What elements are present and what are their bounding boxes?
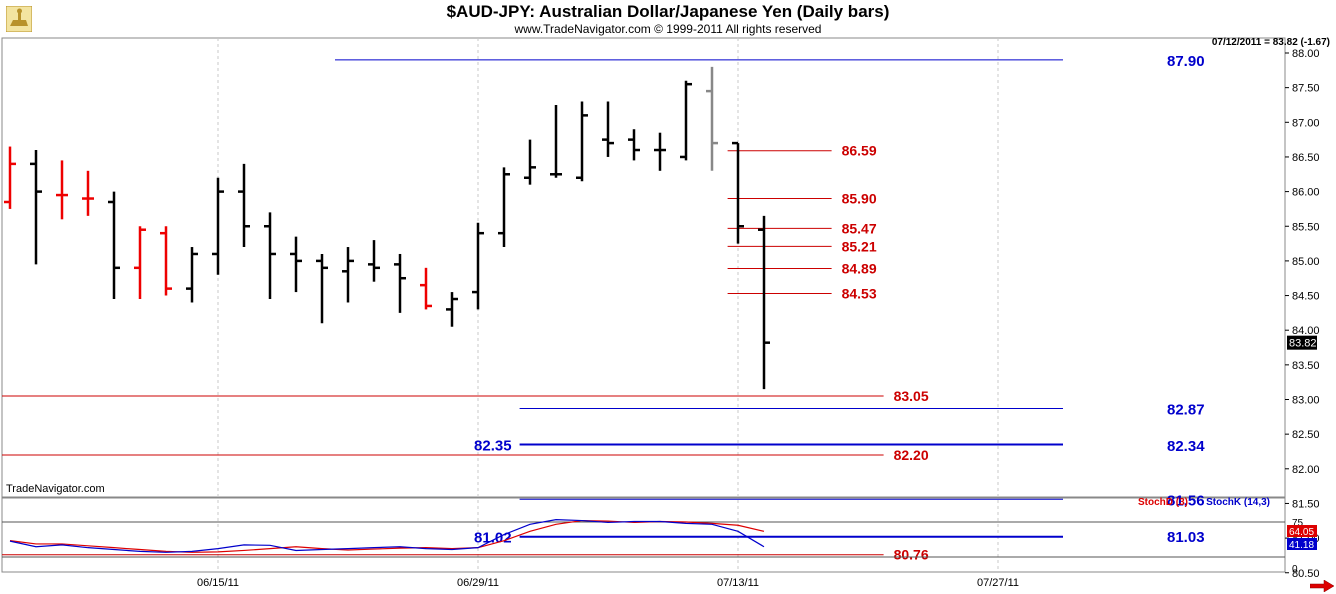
y-tick-label: 88.00 [1292, 48, 1320, 60]
stochastic-panel-frame [1, 497, 1286, 573]
y-tick-label: 81.50 [1292, 498, 1320, 510]
ohlc-bar [108, 191, 120, 300]
y-tick-label: 87.00 [1292, 117, 1320, 129]
copyright-text: www.TradeNavigator.com © 1999-2011 All r… [514, 22, 822, 36]
level-label-85-47: 85.47 [842, 220, 877, 236]
level-label-86-59: 86.59 [842, 143, 877, 159]
ohlc-bar [550, 104, 562, 178]
y-tick-label: 83.50 [1292, 360, 1320, 372]
level-label-80-76: 80.76 [894, 547, 929, 563]
ohlc-bar [706, 66, 718, 171]
stoch-series-line-k [9, 519, 765, 553]
stoch-series-line-d [9, 519, 765, 553]
scroll-right-arrow-icon[interactable] [1310, 580, 1334, 592]
y-tick-label: 87.50 [1292, 83, 1320, 95]
level-label-85-21: 85.21 [842, 238, 877, 254]
level-label-84-53: 84.53 [842, 285, 877, 301]
level-label-82-34: 82.34 [1167, 438, 1205, 455]
stoch-k-value-box [1287, 538, 1317, 550]
ohlc-bar [732, 141, 744, 244]
ohlc-bar [134, 226, 146, 300]
x-tick-label: 06/29/11 [457, 577, 499, 589]
y-tick-label: 86.50 [1292, 152, 1320, 164]
level-label-82-35: 82.35 [474, 438, 512, 455]
chart-title: $AUD-JPY: Australian Dollar/Japanese Yen… [446, 2, 890, 21]
stoch-y-tick-label: 75 [1292, 518, 1304, 529]
ohlc-bar [4, 146, 16, 209]
stoch-d-value-box [1287, 525, 1317, 537]
y-tick-label: 85.00 [1292, 256, 1320, 268]
trade-navigator-logo-icon [6, 6, 32, 32]
y-tick-label: 84.00 [1292, 325, 1320, 337]
y-tick-label: 86.00 [1292, 187, 1320, 199]
ohlc-bar [394, 253, 406, 313]
level-label-82-87: 82.87 [1167, 402, 1205, 419]
ohlc-bar [602, 101, 614, 157]
ohlc-bar [472, 222, 484, 310]
ohlc-bar [758, 215, 770, 390]
ohlc-bar [524, 139, 536, 185]
ohlc-bar [446, 292, 458, 327]
y-tick-label: 82.50 [1292, 429, 1320, 441]
last-price-box [1287, 335, 1317, 350]
y-tick-label: 85.50 [1292, 221, 1320, 233]
grid-layer [1, 37, 1286, 573]
level-label-87-90: 87.90 [1167, 53, 1205, 70]
y-tick-label: 84.50 [1292, 291, 1320, 303]
stochastic-layer: 75 0 StochD (3) StochK (14,3) 64.05 41.18 [2, 497, 1317, 575]
watermark-text: TradeNavigator.com [6, 483, 105, 495]
stoch-k-legend: StochK (14,3) [1206, 497, 1270, 508]
ohlc-bar [654, 132, 666, 171]
stoch-d-legend: StochD (3) [1138, 497, 1188, 508]
stoch-d-value: 64.05 [1289, 527, 1314, 538]
level-label-81-03: 81.03 [1167, 529, 1205, 546]
price-panel-frame [1, 37, 1286, 498]
ohlc-bar [186, 247, 198, 303]
ohlc-bar [368, 240, 380, 282]
axis-layer: 06/15/11 06/29/11 07/13/11 07/27/11 80.50 81.… [197, 48, 1320, 589]
levels-layer: 87.90 86.59 85.90 85.47 85.21 84.89 84.53 83.05… [2, 53, 1205, 563]
ohlc-bar [212, 177, 224, 275]
price-bars-layer [4, 66, 770, 390]
y-tick-label: 80.50 [1292, 568, 1320, 580]
x-tick-label: 07/27/11 [977, 577, 1019, 589]
level-label-81-56: 81.56 [1167, 492, 1205, 509]
x-tick-label: 06/15/11 [197, 577, 239, 589]
last-price-label: 83.82 [1289, 338, 1317, 350]
level-label-84-89: 84.89 [842, 261, 877, 277]
ohlc-bar [316, 253, 328, 324]
stoch-y-tick-label: 0 [1292, 564, 1298, 575]
stoch-k-value: 41.18 [1289, 540, 1314, 551]
y-tick-label: 82.00 [1292, 464, 1320, 476]
ohlc-bar [160, 226, 172, 296]
ohlc-bar [628, 129, 640, 161]
ohlc-bar [342, 247, 354, 303]
ohlc-bar [498, 167, 510, 248]
ohlc-bar [420, 267, 432, 310]
ohlc-bar [680, 80, 692, 161]
ohlc-bar [290, 236, 302, 293]
level-label-85-90: 85.90 [842, 191, 877, 207]
ohlc-bar [56, 160, 68, 220]
ohlc-bar [82, 170, 94, 216]
level-label-81-02: 81.02 [474, 530, 512, 547]
level-label-83-05: 83.05 [894, 388, 929, 404]
ohlc-bar [238, 163, 250, 248]
level-label-82-20: 82.20 [894, 447, 929, 463]
ohlc-bar [264, 212, 276, 300]
last-price-info: 07/12/2011 = 83.82 (-1.67) [1212, 37, 1330, 48]
ohlc-bar [576, 101, 588, 182]
y-tick-label: 83.00 [1292, 395, 1320, 407]
ohlc-bar [30, 150, 42, 265]
x-tick-label: 07/13/11 [717, 577, 759, 589]
